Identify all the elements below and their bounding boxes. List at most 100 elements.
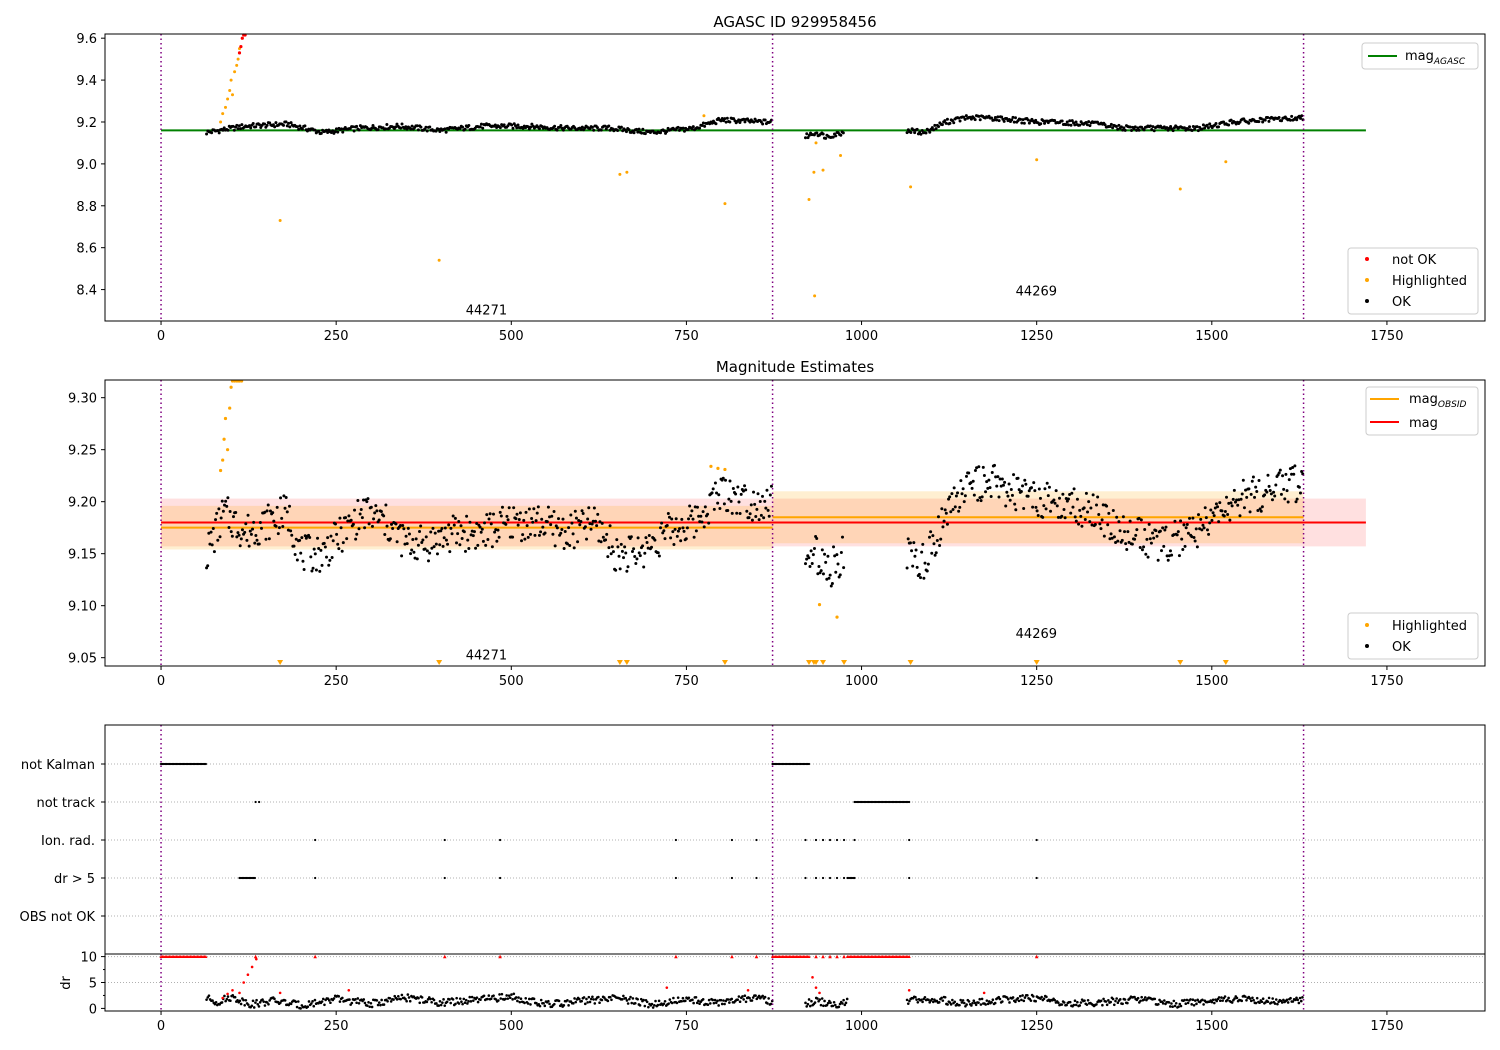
data-point-ok [559, 123, 563, 127]
data-point-ok [1162, 544, 1166, 548]
data-point-dr [722, 999, 725, 1002]
data-point-ok [677, 128, 681, 132]
data-point-ok [811, 553, 815, 557]
data-point-ok [1149, 541, 1153, 545]
data-point-ok [441, 544, 445, 548]
data-point-dr [273, 997, 276, 1001]
data-point-ok [418, 529, 422, 533]
data-point-ok [647, 534, 651, 538]
data-point-ok [240, 123, 244, 127]
data-point-ok [623, 545, 627, 549]
data-point-ok [824, 136, 828, 140]
data-point-dr [529, 1003, 532, 1006]
dr-capped-point [253, 954, 258, 959]
data-point-ok [527, 507, 531, 511]
y-tick-label: 8.8 [76, 200, 97, 215]
data-point-dr [1183, 998, 1186, 1002]
data-point-highlighted-below-range [277, 660, 284, 665]
data-point-ok [744, 488, 748, 492]
data-point-dr [1112, 1003, 1116, 1007]
data-point-ok [559, 531, 563, 535]
data-point-ok [702, 525, 706, 529]
data-point-dr [498, 993, 501, 996]
data-point-dr [1045, 995, 1048, 999]
data-point-dr [845, 997, 849, 1001]
data-point-ok [430, 546, 434, 550]
data-point-ok [295, 125, 299, 129]
data-point-ok [493, 530, 497, 534]
data-point-dr [1153, 997, 1157, 1001]
data-point-dr [628, 997, 631, 1001]
data-point-ok [755, 507, 759, 511]
data-point-ok [611, 550, 615, 554]
data-point-ok [410, 548, 414, 552]
data-point-ok [453, 516, 457, 520]
data-point-ok [958, 505, 962, 509]
data-point-dr [557, 999, 561, 1003]
data-point-ok [247, 124, 251, 128]
data-point-ok [1121, 515, 1125, 519]
data-point-dr [566, 998, 569, 1002]
data-point-ok [352, 129, 356, 133]
data-point-ok [973, 469, 977, 473]
data-point-ok [319, 548, 323, 552]
data-point-dr [1297, 1001, 1301, 1005]
data-point-ok [479, 530, 483, 534]
data-point-ok [310, 569, 314, 573]
data-point-ok [1033, 489, 1037, 493]
data-point-ok [717, 493, 721, 497]
data-point-ok [312, 547, 316, 551]
data-point-ok [1084, 491, 1088, 495]
data-point-dr [757, 994, 761, 998]
data-point-ok [636, 130, 640, 134]
data-point-dr [506, 997, 510, 1000]
data-point-ok [599, 128, 603, 132]
data-point-ok [729, 499, 733, 503]
data-point-ok [370, 126, 374, 130]
y-tick-label: 9.0 [76, 158, 97, 173]
data-point-dr [750, 999, 754, 1002]
panel-2-title: Magnitude Estimates [716, 358, 874, 376]
data-point-dr [1011, 996, 1015, 999]
data-point-ok [948, 495, 952, 499]
data-point-ok [1161, 526, 1165, 530]
data-point-ok [1099, 527, 1103, 531]
data-point-ok [216, 538, 220, 542]
data-point-ok [1300, 114, 1304, 118]
data-point-ok [331, 129, 335, 133]
data-point-ok [400, 554, 404, 558]
data-point-dr [295, 1005, 299, 1009]
data-point-ok [409, 552, 413, 556]
data-point-dr [244, 998, 248, 1002]
data-point-ok [921, 542, 925, 546]
data-point-dr [355, 1001, 358, 1005]
data-point-dr [207, 994, 211, 997]
y-tick-label: 9.20 [68, 496, 97, 511]
data-point-ok [969, 481, 973, 485]
data-point-ok [1029, 486, 1033, 490]
data-point-ok [1283, 497, 1287, 501]
data-point-ok [1053, 118, 1057, 122]
data-point-ok [1188, 125, 1192, 129]
data-point-dr [1184, 1002, 1188, 1006]
data-point-ok [1274, 483, 1278, 487]
data-point-ok [1004, 504, 1008, 508]
data-point-ok [373, 511, 377, 515]
x-tick-label: 1000 [845, 1019, 878, 1034]
data-point-dr [751, 996, 755, 999]
data-point-ok [487, 517, 491, 521]
data-point-dr [1040, 995, 1043, 999]
data-point-ok [1118, 529, 1122, 533]
data-point-dr [1140, 995, 1143, 999]
data-point-ok [765, 488, 769, 492]
data-point-ok [298, 538, 302, 542]
data-point-ok [385, 122, 389, 126]
data-point-ok [385, 524, 389, 528]
data-point-ok [1073, 123, 1077, 127]
data-point-dr [1220, 996, 1223, 999]
data-point-ok [994, 475, 998, 479]
data-point-ok [660, 521, 664, 525]
data-point-ok [1128, 519, 1132, 523]
data-point-ok [266, 503, 270, 507]
data-point-ok [681, 126, 685, 130]
